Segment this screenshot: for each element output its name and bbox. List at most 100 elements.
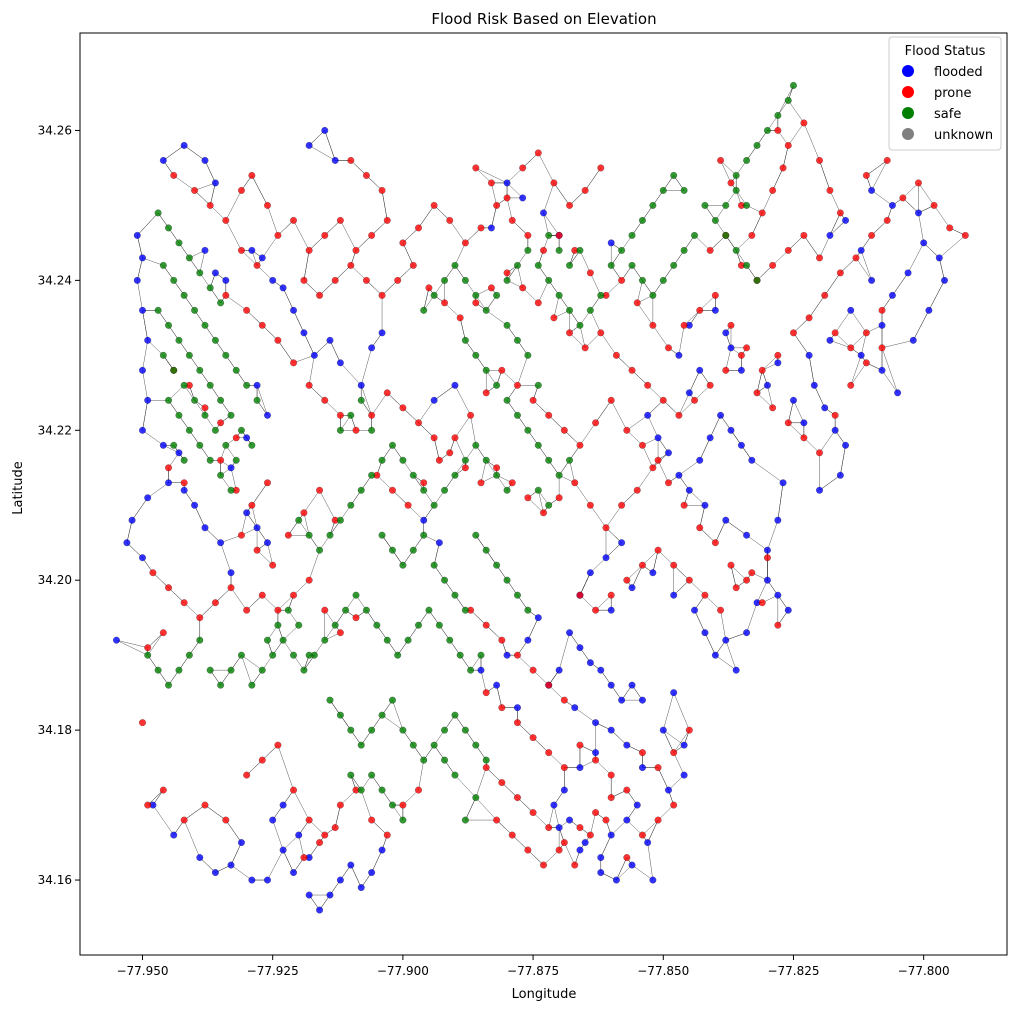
- road-segment: [605, 542, 622, 558]
- flooded-point: [503, 179, 511, 187]
- road-segment: [553, 295, 560, 318]
- road-segment: [590, 505, 607, 528]
- y-tick-label: 34.26: [38, 123, 72, 137]
- flooded-point: [227, 861, 235, 869]
- y-axis-label: Latitude: [11, 461, 26, 515]
- flooded-point: [586, 659, 594, 667]
- road-segment: [230, 864, 253, 881]
- safe-point: [206, 284, 214, 292]
- prone-point: [639, 561, 646, 569]
- flooded-point: [727, 344, 735, 352]
- safe-point: [764, 127, 771, 134]
- prone-point: [399, 239, 407, 247]
- safe-point: [227, 666, 235, 674]
- flooded-point: [925, 306, 933, 314]
- road-segment: [860, 250, 872, 281]
- prone-point: [566, 329, 573, 337]
- prone-point: [748, 569, 756, 577]
- x-tick-label: −77.950: [116, 964, 168, 978]
- flooded-point: [878, 366, 886, 374]
- safe-point: [784, 97, 792, 104]
- flooded-point: [743, 531, 751, 539]
- road-segment: [642, 445, 654, 468]
- road-segment: [282, 287, 294, 311]
- road-segment: [506, 182, 523, 199]
- safe-point: [446, 636, 454, 644]
- flooded-point: [316, 906, 323, 914]
- prone-point: [253, 261, 261, 269]
- prone-point: [930, 202, 938, 209]
- road-segment: [241, 655, 253, 686]
- prone-point: [586, 501, 594, 509]
- road-segment: [642, 819, 659, 836]
- prone-point: [816, 449, 823, 457]
- prone-point: [623, 854, 631, 861]
- prone-point: [321, 831, 329, 839]
- road-segment: [215, 587, 232, 603]
- flooded-point: [665, 449, 672, 457]
- flooded-point: [649, 876, 657, 884]
- road-segment: [319, 490, 336, 521]
- prone-point: [545, 681, 553, 689]
- road-segment: [652, 325, 669, 348]
- safe-point: [196, 636, 204, 644]
- flooded-point: [628, 681, 636, 689]
- prone-point: [560, 764, 568, 772]
- safe-point: [456, 651, 464, 659]
- safe-point: [597, 291, 605, 299]
- road-segment: [199, 857, 216, 873]
- road-segment: [673, 580, 690, 596]
- road-segment: [142, 370, 148, 401]
- road-segment: [418, 760, 424, 791]
- road-segment: [819, 235, 831, 258]
- road-segment: [418, 422, 435, 438]
- flooded-point: [279, 284, 287, 292]
- prone-point: [191, 187, 198, 194]
- prone-point: [654, 816, 662, 824]
- prone-point: [503, 269, 511, 277]
- prone-point: [831, 411, 839, 419]
- flooded-point: [357, 381, 365, 389]
- flooded-point: [607, 831, 615, 839]
- x-tick-label: −77.900: [377, 964, 429, 978]
- road-segment: [506, 167, 523, 184]
- prone-point: [878, 306, 886, 314]
- road-segment: [803, 235, 820, 259]
- road-segment: [600, 332, 617, 356]
- road-segment: [293, 355, 315, 364]
- safe-point: [352, 591, 360, 599]
- safe-point: [185, 351, 193, 359]
- prone-point: [336, 629, 344, 637]
- flooded-point: [868, 276, 875, 284]
- flooded-point: [159, 157, 167, 164]
- safe-point: [248, 681, 256, 689]
- prone-point: [248, 172, 256, 179]
- safe-point: [441, 276, 448, 284]
- safe-point: [159, 261, 167, 269]
- flooded-point: [857, 351, 865, 359]
- road-segment: [256, 550, 273, 566]
- road-segment: [486, 767, 503, 783]
- flooded-point: [139, 554, 146, 562]
- road-segment: [756, 580, 768, 603]
- road-segment: [689, 490, 706, 506]
- prone-point: [363, 276, 370, 284]
- prone-point: [862, 359, 870, 367]
- prone-point: [790, 329, 797, 337]
- prone-point: [769, 261, 777, 269]
- flooded-point: [264, 411, 271, 419]
- prone-point: [238, 187, 245, 194]
- safe-point: [373, 621, 381, 629]
- prone-point: [482, 621, 490, 629]
- road-segment: [402, 242, 414, 266]
- prone-point: [290, 591, 297, 599]
- safe-point: [743, 202, 751, 209]
- flooded-point: [420, 516, 428, 524]
- flooded-point: [618, 539, 626, 547]
- safe-point: [420, 531, 428, 539]
- road-segment: [532, 400, 549, 416]
- prone-point: [633, 299, 641, 307]
- road-segment: [663, 400, 680, 416]
- road-segment: [517, 654, 534, 671]
- road-segment: [850, 362, 867, 386]
